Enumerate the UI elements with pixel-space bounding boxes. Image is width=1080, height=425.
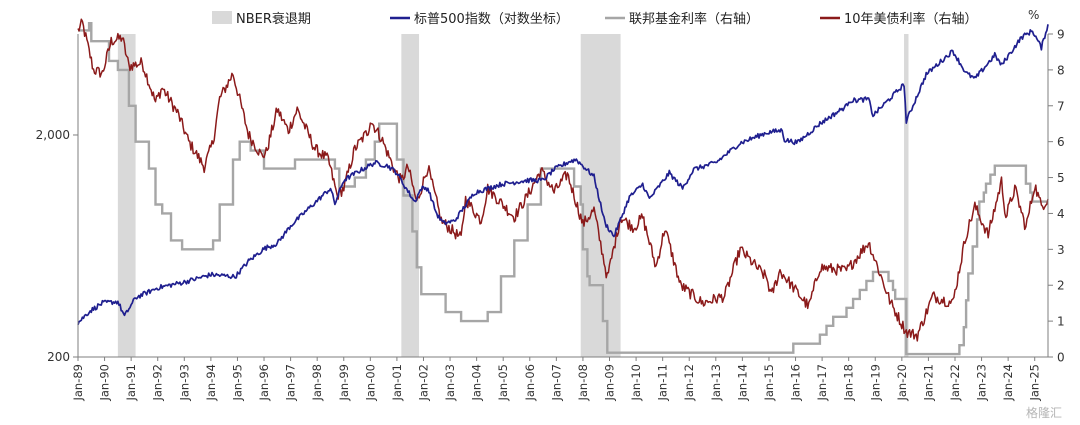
x-tick-label: Jan-05 — [496, 364, 510, 402]
right-tick-label: 5 — [1057, 171, 1065, 185]
treasury-10y-line — [77, 18, 1049, 342]
right-tick-label: 1 — [1057, 315, 1065, 329]
x-tick-label: Jan-97 — [284, 364, 298, 402]
left-tick-label: 200 — [47, 350, 70, 364]
right-tick-label: 0 — [1057, 351, 1065, 365]
x-tick-label: Jan-00 — [363, 364, 377, 402]
x-tick-label: Jan-09 — [603, 364, 617, 402]
right-tick-label: 8 — [1057, 63, 1065, 77]
recession-bands — [117, 34, 909, 357]
legend-label: 联邦基金利率（右轴） — [629, 11, 759, 27]
sp500-line — [77, 24, 1049, 325]
recession-band-4 — [904, 34, 909, 357]
x-tick-label: Jan-01 — [390, 364, 404, 402]
x-tick-label: Jan-16 — [789, 364, 803, 402]
x-tick-label: Jan-18 — [842, 364, 856, 402]
x-tick-label: Jan-25 — [1028, 364, 1042, 402]
axes — [73, 33, 1053, 361]
x-tick-label: Jan-02 — [416, 364, 430, 402]
x-tick-label: Jan-19 — [868, 364, 882, 402]
watermark-text: 格隆汇 — [1026, 405, 1062, 420]
right-axis-unit: % — [1028, 8, 1039, 22]
x-tick-label: Jan-98 — [310, 364, 324, 402]
x-tick-label: Jan-95 — [230, 364, 244, 402]
x-tick-label: Jan-06 — [523, 364, 537, 402]
x-tick-label: Jan-90 — [98, 364, 112, 402]
legend-swatch-recession — [212, 11, 232, 24]
left-tick-label: 2,000 — [36, 128, 70, 142]
axis-labels: 200 2,000 0 1 2 3 4 5 6 7 8 9% Jan-89 Jan-90 Jan-91 Jan… — [36, 8, 1065, 402]
x-tick-label: Jan-22 — [948, 364, 962, 402]
fed-funds-rate-line — [78, 22, 1048, 356]
legend-label: NBER衰退期 — [236, 11, 311, 27]
x-tick-label: Jan-08 — [576, 364, 590, 402]
legend-label: 10年美债利率（右轴） — [844, 11, 978, 27]
x-tick-label: Jan-21 — [921, 364, 935, 402]
x-tick-label: Jan-04 — [470, 364, 484, 402]
right-tick-label: 9 — [1057, 28, 1065, 42]
x-tick-label: Jan-03 — [443, 364, 457, 402]
right-tick-label: 4 — [1057, 207, 1065, 221]
x-tick-label: Jan-07 — [549, 364, 563, 402]
x-tick-label: Jan-96 — [257, 364, 271, 402]
right-tick-label: 7 — [1057, 99, 1065, 113]
x-tick-label: Jan-20 — [895, 364, 909, 402]
legend: NBER衰退期 标普500指数（对数坐标） 联邦基金利率（右轴） 10年美债利率（右轴… — [212, 11, 978, 27]
x-tick-label: Jan-91 — [124, 364, 138, 402]
x-tick-label: Jan-13 — [709, 364, 723, 402]
x-tick-label: Jan-94 — [204, 364, 218, 402]
x-tick-label: Jan-10 — [629, 364, 643, 402]
x-tick-label: Jan-24 — [1001, 364, 1015, 402]
x-tick-label: Jan-92 — [151, 364, 165, 402]
x-tick-label: Jan-15 — [762, 364, 776, 402]
x-tick-label: Jan-89 — [71, 364, 85, 402]
right-tick-label: 2 — [1057, 279, 1065, 293]
x-tick-label: Jan-17 — [815, 364, 829, 402]
x-tick-label: Jan-23 — [975, 364, 989, 402]
x-tick-label: Jan-93 — [177, 364, 191, 402]
recession-band-1 — [117, 34, 136, 357]
right-tick-label: 3 — [1057, 243, 1065, 257]
right-tick-label: 6 — [1057, 135, 1065, 149]
x-tick-label: Jan-14 — [735, 364, 749, 402]
x-tick-label: Jan-11 — [656, 364, 670, 402]
legend-label: 标普500指数（对数坐标） — [414, 12, 569, 27]
series-lines — [77, 18, 1049, 356]
x-tick-label: Jan-99 — [337, 364, 351, 402]
x-tick-label: Jan-12 — [682, 364, 696, 402]
recession-band-3 — [580, 34, 621, 357]
